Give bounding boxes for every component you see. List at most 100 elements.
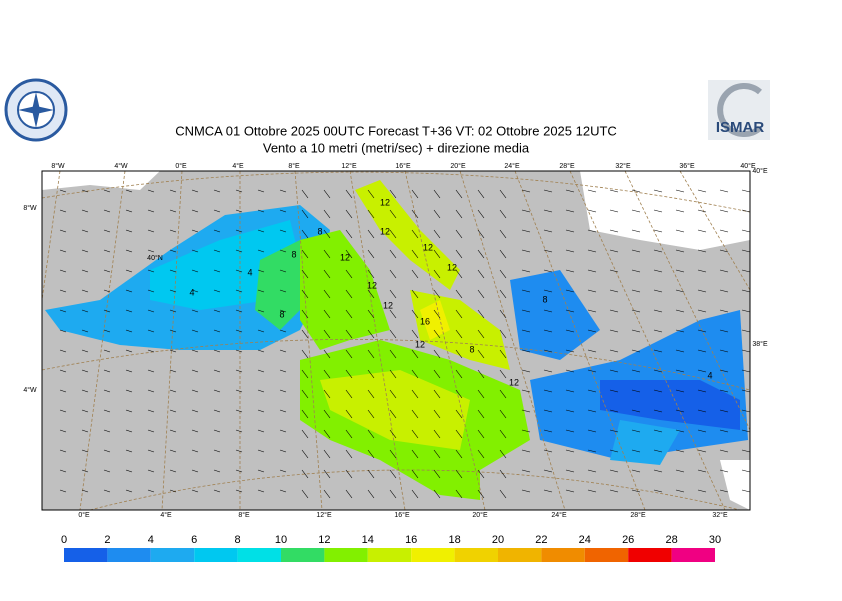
wind-arrow (521, 309, 531, 313)
wind-arrow (477, 429, 485, 439)
colorbar-box (194, 548, 238, 562)
wind-arrow (609, 209, 619, 213)
wind-arrow (279, 329, 287, 333)
wind-arrow (565, 249, 575, 253)
wind-arrow (257, 189, 265, 193)
wind-arrow (191, 309, 199, 313)
wind-arrow (411, 389, 419, 399)
wind-arrow (631, 269, 641, 273)
wind-arrow (59, 329, 67, 333)
wind-arrow (125, 409, 133, 413)
wind-arrow (433, 469, 441, 479)
wind-arrow (323, 369, 331, 379)
wind-arrow (741, 389, 751, 393)
wind-arrow (477, 349, 485, 359)
wind-arrow (565, 289, 575, 293)
wind-arrow (81, 449, 89, 453)
wind-arrow (301, 449, 309, 459)
wind-arrow (697, 249, 707, 253)
wind-arrow (59, 389, 67, 393)
colorbar-tick-label: 16 (405, 534, 417, 546)
wind-arrow (147, 409, 155, 413)
wind-arrow (81, 309, 89, 313)
wind-arrow (345, 409, 353, 419)
wind-arrow (543, 489, 553, 493)
logo-right: ISMAR (708, 80, 770, 140)
colorbar-box (107, 548, 151, 562)
wind-arrow (59, 249, 67, 253)
wind-arrow (323, 289, 331, 299)
wind-arrow (125, 349, 133, 353)
wind-arrow (257, 209, 265, 213)
wind-arrow (213, 389, 221, 393)
wind-arrow (213, 289, 221, 293)
wind-arrow (345, 249, 353, 259)
wind-arrow (389, 229, 397, 239)
wind-arrow (59, 189, 67, 193)
colorbar-tick-label: 0 (61, 534, 67, 546)
wind-arrow (675, 269, 685, 273)
wind-arrow (125, 309, 133, 313)
wind-arrow (543, 269, 553, 273)
colorbar-tick-label: 2 (104, 534, 110, 546)
wind-arrow (697, 449, 707, 453)
wind-arrow (279, 389, 287, 393)
wind-arrow (191, 269, 199, 273)
wind-arrow (653, 289, 663, 293)
wind-arrow (81, 209, 89, 213)
colorbar-box (324, 548, 368, 562)
lon-label: 8°W (51, 162, 65, 170)
wind-arrow (521, 449, 531, 453)
wind-arrow (433, 329, 441, 339)
wind-arrow (279, 469, 287, 473)
wind-arrow (367, 309, 375, 319)
wind-arrow (345, 489, 353, 499)
wind-arrow (191, 369, 199, 373)
wind-arrow (455, 489, 463, 499)
wind-arrow (543, 429, 553, 433)
wind-arrow (125, 289, 133, 293)
wind-arrow (631, 449, 641, 453)
colorbar-box (628, 548, 672, 562)
wind-arrow (521, 369, 531, 373)
wind-arrow (411, 329, 419, 339)
wind-arrow (147, 469, 155, 473)
wind-arrow (367, 209, 375, 219)
lat-label: 38°E (752, 340, 768, 348)
wind-arrow (169, 249, 177, 253)
wind-arrow (455, 349, 463, 359)
wind-arrow (279, 189, 287, 193)
wind-arrow (609, 189, 619, 193)
wind-arrow (191, 429, 199, 433)
wind-arrow (169, 489, 177, 493)
wind-arrow (257, 309, 265, 313)
wind-arrow (411, 269, 419, 279)
wind-arrow (565, 349, 575, 353)
wind-arrow (147, 329, 155, 333)
wind-arrow (697, 489, 707, 493)
wind-arrow (609, 349, 619, 353)
wind-arrow (59, 489, 67, 493)
wind-arrow (125, 269, 133, 273)
wind-arrow (301, 269, 309, 279)
wind-arrow (389, 449, 397, 459)
lon-label: 20°E (472, 511, 488, 519)
wind-arrow (499, 369, 507, 379)
wind-arrow (367, 489, 375, 499)
wind-arrow (433, 429, 441, 439)
lon-label: 4°E (160, 511, 172, 519)
colorbar-box (498, 548, 542, 562)
wind-arrow (257, 269, 265, 273)
wind-arrow (103, 269, 111, 273)
wind-arrow (411, 309, 419, 319)
wind-arrow (323, 209, 331, 219)
logo-left (4, 78, 68, 142)
wind-arrow (609, 329, 619, 333)
map (42, 171, 750, 510)
wind-arrow (257, 409, 265, 413)
wind-arrow (477, 469, 485, 479)
wind-arrow (59, 269, 67, 273)
wind-arrow (455, 389, 463, 399)
wind-arrow (543, 349, 553, 353)
wind-arrow (257, 369, 265, 373)
